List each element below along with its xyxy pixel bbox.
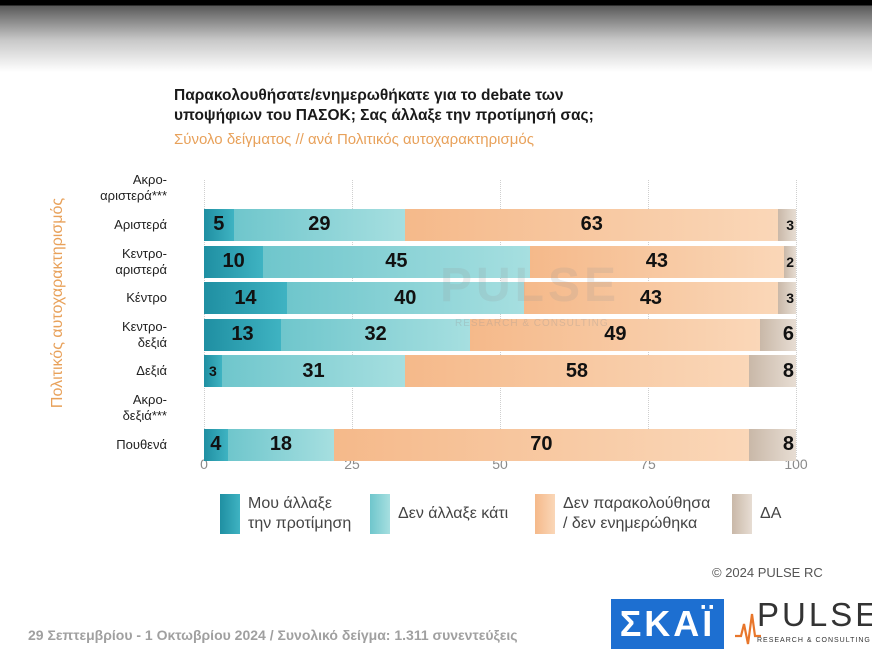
- chart-subtitle: Σύνολο δείγματος // ανά Πολιτικός αυτοχα…: [174, 131, 534, 148]
- category-label: Ακρο-δεξιά***: [123, 392, 167, 424]
- category-label-line: Ακρο-: [132, 172, 167, 188]
- category-label: Ακρο-αριστερά***: [100, 172, 167, 204]
- legend-swatch: [535, 494, 555, 534]
- footer-text: 29 Σεπτεμβρίου - 1 Οκτωβρίου 2024 / Συνο…: [28, 627, 518, 643]
- legend-label: Δεν παρακολούθησα / δεν ενημερώθηκα: [563, 494, 710, 534]
- category-label: Δεξιά: [136, 363, 167, 379]
- legend-item: ΔΑ: [732, 494, 781, 534]
- watermark-subtext: RESEARCH & CONSULTING: [455, 318, 609, 329]
- bar-segment: 4: [204, 428, 228, 461]
- bar-segment: 6: [760, 318, 796, 351]
- category-label-line: Κεντρο-: [121, 245, 167, 261]
- legend-swatch: [732, 494, 752, 534]
- legend-swatch: [220, 494, 240, 534]
- skai-logo: ΣΚΑΪ: [611, 599, 724, 649]
- skai-logo-text: ΣΚΑΪ: [619, 603, 716, 644]
- category-label-line: Κέντρο: [126, 290, 167, 306]
- x-gridline: [204, 180, 205, 457]
- bar-segment: 18: [227, 428, 335, 461]
- x-gridline: [352, 180, 353, 457]
- legend-label: Μου άλλαξε την προτίμηση: [248, 494, 351, 534]
- bar-segment: 5: [204, 208, 234, 241]
- category-label-line: δεξιά***: [122, 407, 167, 423]
- bar-segment: 32: [280, 318, 471, 351]
- bar-segment: 2: [784, 245, 796, 278]
- pulse-logo: PULSE RESEARCH & CONSULTING: [735, 596, 872, 650]
- copyright-text: © 2024 PULSE RC: [712, 565, 823, 580]
- bar-segment: 63: [405, 208, 779, 241]
- legend-label-line: / δεν ενημερώθηκα: [563, 515, 698, 532]
- legend-label-line: Δεν παρακολούθησα: [563, 495, 711, 512]
- bar-segment: 14: [204, 282, 287, 315]
- x-gridline: [796, 180, 797, 457]
- legend-label: Δεν άλλαξε κάτι: [398, 494, 508, 524]
- bar-segment: 29: [233, 208, 406, 241]
- category-label: Πουθενά: [116, 437, 167, 453]
- bar-segment: 43: [523, 282, 779, 315]
- category-label: Κέντρο: [126, 290, 167, 306]
- watermark-text: PULSE: [440, 259, 621, 312]
- category-label-line: Ακρο-: [132, 391, 167, 407]
- category-label: Αριστερά: [114, 217, 167, 233]
- bar-segment: 3: [778, 282, 796, 315]
- bar-segment: 45: [263, 245, 530, 278]
- legend-label-line: Δεν άλλαξε κάτι: [398, 505, 509, 522]
- category-label-line: δεξιά: [137, 334, 167, 350]
- bar-segment: 31: [221, 355, 406, 388]
- bar-segment: 3: [778, 208, 796, 241]
- bar-segment: 13: [204, 318, 281, 351]
- bar-segment: 10: [204, 245, 264, 278]
- chart-title-line-2: υποψήφιων του ΠΑΣΟΚ; Σας άλλαξε την προτ…: [174, 107, 594, 124]
- category-label: Κεντρο-αριστερά: [115, 246, 167, 278]
- category-label-line: Αριστερά: [114, 216, 167, 232]
- legend-item: Δεν άλλαξε κάτι: [370, 494, 508, 534]
- category-label-line: αριστερά***: [100, 188, 167, 204]
- category-label-line: Δεξιά: [136, 363, 167, 379]
- pulse-logo-subtext: RESEARCH & CONSULTING: [757, 637, 871, 644]
- bar-segment: 3: [204, 355, 222, 388]
- category-label-line: Κεντρο-: [121, 318, 167, 334]
- bar-segment: 70: [334, 428, 749, 461]
- legend-label-line: την προτίμηση: [248, 515, 352, 532]
- bar-segment: 43: [529, 245, 785, 278]
- legend-label: ΔΑ: [760, 494, 781, 524]
- category-label-line: αριστερά: [115, 261, 167, 277]
- legend-item: Δεν παρακολούθησα / δεν ενημερώθηκα: [535, 494, 710, 534]
- top-banner: [0, 0, 872, 72]
- x-gridline: [648, 180, 649, 457]
- bar-segment: 58: [405, 355, 749, 388]
- y-axis-title: Πολιτικός αυτοχαρακτηρισμός: [49, 197, 66, 409]
- x-tick-label: 0: [200, 456, 208, 472]
- category-label: Κεντρο-δεξιά: [122, 319, 167, 351]
- chart-title: Παρακολουθήσατε/ενημερωθήκατε για το deb…: [174, 86, 774, 126]
- x-gridline: [500, 180, 501, 457]
- bar-segment: 8: [748, 355, 796, 388]
- legend-swatch: [370, 494, 390, 534]
- bar-segment: 49: [470, 318, 761, 351]
- chart-title-line-1: Παρακολουθήσατε/ενημερωθήκατε για το deb…: [174, 87, 564, 104]
- pulse-logo-text: PULSE: [757, 596, 872, 633]
- category-label-line: Πουθενά: [116, 436, 167, 452]
- legend-item: Μου άλλαξε την προτίμηση: [220, 494, 351, 534]
- pulse-wave-icon: [735, 613, 761, 645]
- bar-segment: 40: [286, 282, 524, 315]
- legend-label-line: Μου άλλαξε: [248, 495, 332, 512]
- bar-segment: 8: [748, 428, 796, 461]
- legend-label-line: ΔΑ: [760, 505, 782, 522]
